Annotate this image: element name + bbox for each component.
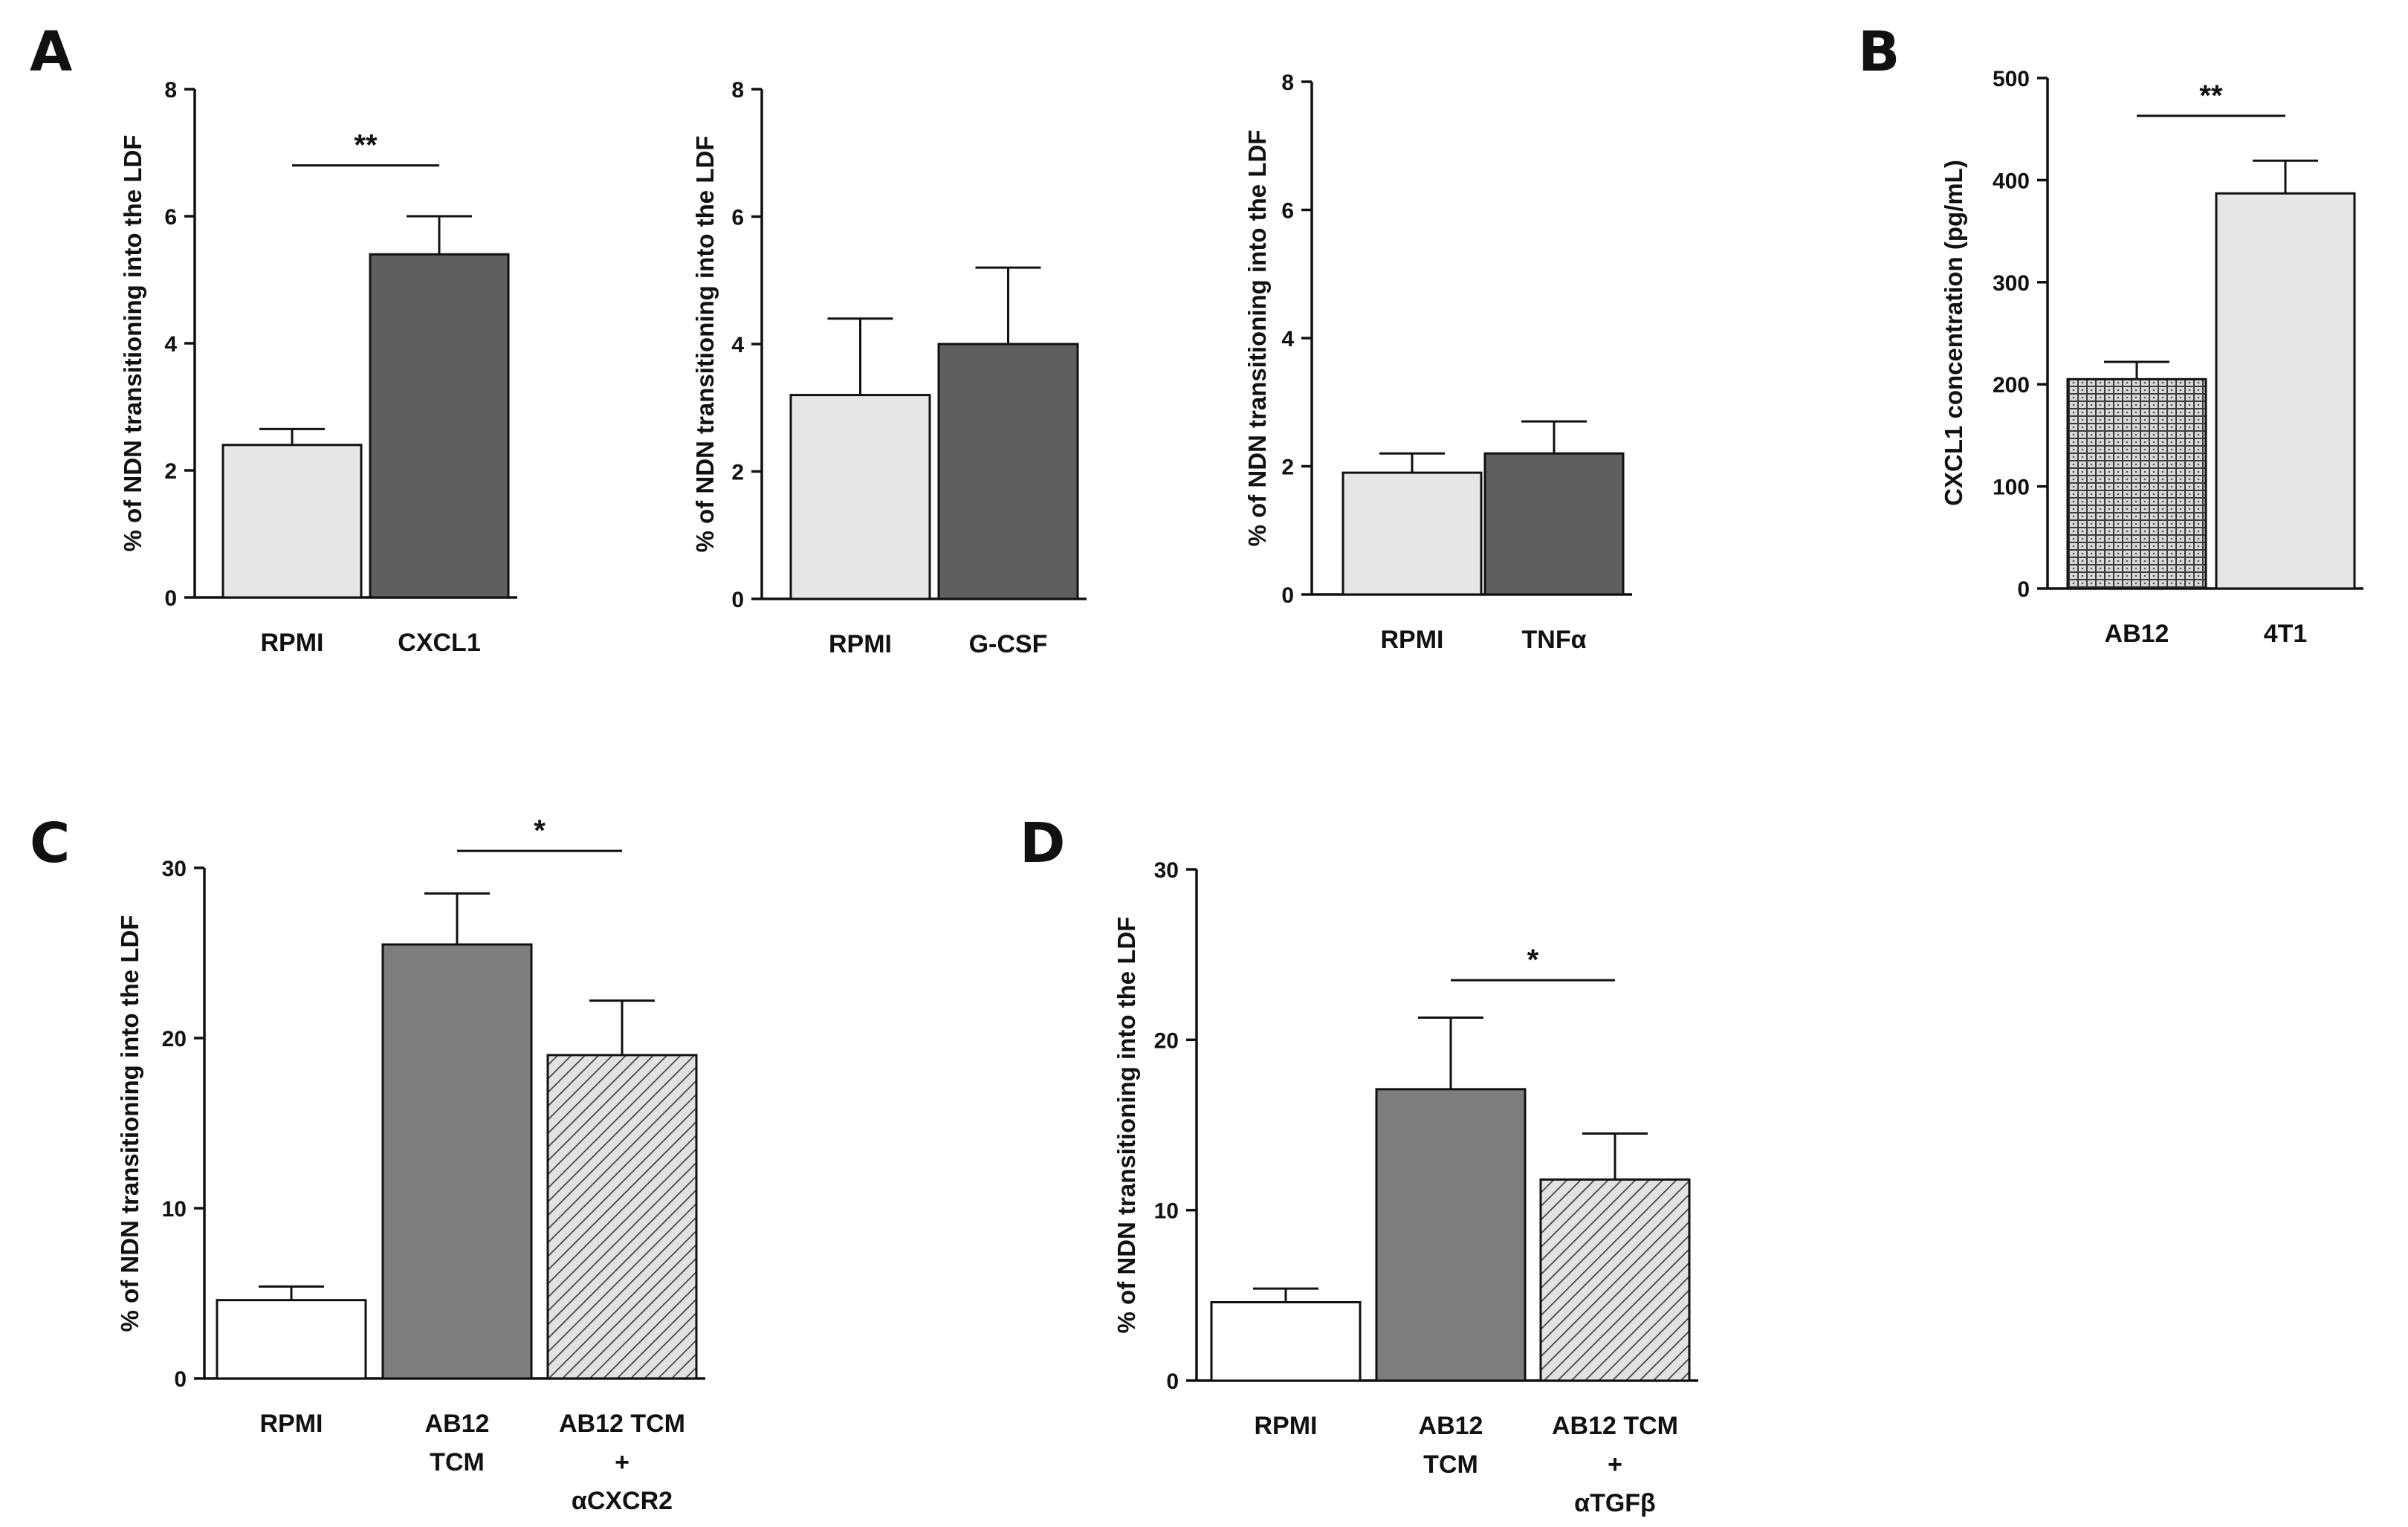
y-tick-label: 10 bbox=[162, 1197, 187, 1222]
panel-letter: D bbox=[1020, 811, 1065, 875]
bar-b-1 bbox=[2215, 192, 2356, 590]
bar-d-1 bbox=[1375, 1088, 1527, 1382]
y-axis-label: CXCL1 concentration (pg/mL) bbox=[1940, 160, 1967, 506]
x-category-label: G-CSF bbox=[969, 630, 1048, 658]
y-axis-label: % of NDN transitioning into the LDF bbox=[691, 136, 719, 553]
y-tick-label: 0 bbox=[164, 586, 177, 611]
x-category-label: AB12 TCM bbox=[1552, 1412, 1678, 1440]
x-category-label: αCXCR2 bbox=[572, 1487, 673, 1515]
chart-b-cxcl1-concentration: B 0 100 200 300 400 500 CXCL1 concentration (pg… bbox=[1858, 20, 2363, 648]
y-tick-label: 0 bbox=[1281, 583, 1294, 608]
bar-a3-0 bbox=[1341, 471, 1483, 596]
bar-a2-0 bbox=[789, 394, 931, 600]
chart-c-cxcr2: C 0 10 20 30 % of NDN transitioning into the … bbox=[30, 811, 705, 1515]
y-tick-label: 4 bbox=[164, 332, 177, 357]
significance-label: * bbox=[534, 814, 546, 847]
y-tick-label: 4 bbox=[731, 333, 744, 357]
bar-a1-0 bbox=[221, 444, 363, 599]
bar-c-1 bbox=[381, 943, 533, 1380]
x-category-label: TCM bbox=[1423, 1450, 1478, 1479]
y-tick-label: 8 bbox=[731, 78, 744, 103]
chart-d-tgfb: D 0 10 20 30 % of NDN transitioning into the … bbox=[1020, 811, 1698, 1517]
panel-letter: A bbox=[30, 20, 72, 84]
y-tick-label: 0 bbox=[1166, 1369, 1179, 1394]
y-axis-label: % of NDN transitioning into the LDF bbox=[1243, 130, 1271, 547]
y-tick-label: 10 bbox=[1154, 1199, 1179, 1224]
x-category-label: + bbox=[1608, 1450, 1622, 1479]
significance-label: * bbox=[1527, 944, 1539, 976]
x-category-label: RPMI bbox=[829, 630, 892, 658]
y-tick-label: 6 bbox=[164, 205, 177, 230]
y-tick-label: 4 bbox=[1281, 327, 1294, 351]
y-tick-label: 0 bbox=[174, 1367, 187, 1392]
x-category-label: AB12 bbox=[1419, 1412, 1483, 1440]
bar-a3-1 bbox=[1483, 452, 1625, 596]
x-category-label: RPMI bbox=[1255, 1412, 1318, 1440]
x-category-label: AB12 TCM bbox=[559, 1410, 685, 1438]
panel-letter: C bbox=[30, 811, 70, 875]
bar-a1-1 bbox=[369, 253, 510, 599]
y-tick-label: 8 bbox=[1281, 71, 1294, 95]
y-tick-label: 20 bbox=[162, 1027, 187, 1051]
y-tick-label: 6 bbox=[1281, 199, 1294, 224]
bar-d-2 bbox=[1539, 1178, 1691, 1382]
y-tick-label: 30 bbox=[1154, 858, 1179, 883]
y-tick-label: 200 bbox=[1993, 373, 2030, 398]
y-axis-label: % of NDN transitioning into the LDF bbox=[116, 915, 143, 1332]
panel-letter: B bbox=[1858, 20, 1900, 84]
y-tick-label: 2 bbox=[731, 461, 744, 485]
bar-a2-1 bbox=[937, 343, 1079, 600]
x-category-label: AB12 bbox=[2105, 620, 2169, 648]
y-tick-label: 6 bbox=[731, 206, 744, 230]
x-category-label: CXCL1 bbox=[398, 629, 480, 657]
y-tick-label: 20 bbox=[1154, 1028, 1179, 1053]
x-category-label: RPMI bbox=[260, 1410, 323, 1438]
x-category-label: RPMI bbox=[261, 629, 324, 657]
y-tick-label: 0 bbox=[731, 588, 744, 612]
y-tick-label: 400 bbox=[1993, 169, 2030, 193]
x-category-label: TNFα bbox=[1522, 626, 1587, 654]
y-tick-label: 2 bbox=[164, 459, 177, 484]
y-tick-label: 300 bbox=[1993, 271, 2030, 296]
y-axis-label: % of NDN transitioning into the LDF bbox=[1113, 917, 1140, 1334]
x-category-label: 4T1 bbox=[2264, 620, 2308, 648]
chart-a-cxcl1: A 0 2 4 6 8 % of NDN transitioning into the LD… bbox=[30, 20, 517, 657]
x-category-label: RPMI bbox=[1381, 626, 1444, 654]
y-tick-label: 8 bbox=[164, 78, 177, 103]
chart-a-gcsf: 0 2 4 6 8 % of NDN transitioning into the LDF… bbox=[691, 78, 1087, 658]
y-axis-label: % of NDN transitioning into the LDF bbox=[119, 135, 146, 552]
y-tick-label: 100 bbox=[1993, 476, 2030, 500]
bar-c-2 bbox=[546, 1054, 698, 1380]
bar-b-0 bbox=[2066, 377, 2207, 590]
y-tick-label: 30 bbox=[162, 857, 187, 881]
x-category-label: αTGFβ bbox=[1574, 1489, 1656, 1517]
chart-a-tnfa: 0 2 4 6 8 % of NDN transitioning into the LDF… bbox=[1243, 71, 1632, 654]
x-category-label: AB12 bbox=[425, 1410, 490, 1438]
y-tick-label: 2 bbox=[1281, 455, 1294, 480]
significance-label: ** bbox=[354, 129, 378, 162]
y-tick-label: 500 bbox=[1993, 67, 2030, 91]
bar-c-0 bbox=[216, 1299, 367, 1380]
x-category-label: + bbox=[615, 1448, 629, 1476]
bar-d-0 bbox=[1210, 1301, 1362, 1382]
y-tick-label: 0 bbox=[2017, 577, 2030, 602]
significance-label: ** bbox=[2199, 80, 2223, 112]
x-category-label: TCM bbox=[430, 1448, 485, 1476]
